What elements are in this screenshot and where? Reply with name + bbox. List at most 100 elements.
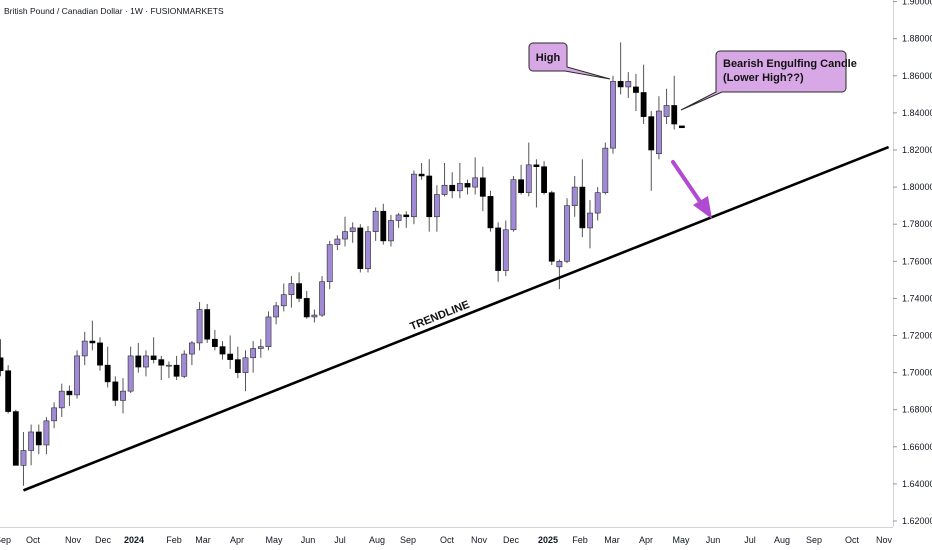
candle	[166, 361, 172, 379]
time-tick-label: Oct	[845, 535, 860, 545]
candle-body-bull	[326, 244, 333, 283]
candle-body-bear	[303, 298, 310, 318]
time-tick-label: Nov	[876, 535, 893, 545]
candle	[380, 203, 387, 245]
time-tick-label: Sep	[806, 535, 822, 545]
time-tick-label: Nov	[471, 535, 488, 545]
candle-body-bull	[656, 110, 662, 155]
candle-body-bull	[127, 355, 134, 392]
price-tick-label: 1.68000	[902, 405, 932, 415]
candle	[372, 207, 379, 241]
candle-body-bear	[640, 92, 647, 117]
candle	[579, 159, 586, 238]
high-callout-text: High	[536, 52, 561, 64]
candle-body-bear	[227, 353, 234, 360]
candle	[456, 162, 463, 199]
time-tick-label: Apr	[639, 535, 653, 545]
candle	[250, 341, 257, 373]
candle-body-bull	[20, 450, 27, 466]
candle-body-bear	[5, 370, 12, 412]
time-tick-label: 2025	[538, 535, 558, 545]
candle	[564, 198, 570, 264]
candle-body-bear	[219, 346, 226, 355]
bearish-callout-text-line: Bearish Engulfing Candle	[723, 58, 857, 70]
bearish-callout-text-line: (Lower High??)	[723, 72, 804, 84]
candle-body-bear	[380, 210, 387, 242]
candles	[0, 42, 685, 486]
candle	[640, 64, 647, 125]
high-callout[interactable]: High	[528, 42, 611, 80]
candle-body-bear	[66, 390, 73, 396]
candle	[678, 125, 685, 129]
candle	[502, 220, 509, 277]
candle-body-bull	[594, 192, 601, 214]
price-tick-label: 1.82000	[902, 145, 932, 155]
candle-body-bear	[633, 86, 639, 93]
trendline[interactable]	[22, 145, 890, 492]
candle	[426, 159, 433, 232]
candle-body-bear	[234, 359, 241, 373]
candle-body-bull	[81, 340, 88, 357]
price-tick-label: 1.72000	[902, 331, 932, 341]
candle	[51, 402, 57, 429]
candle	[602, 142, 609, 195]
candle-body-bull	[663, 105, 670, 117]
candle-body-bear	[579, 186, 586, 229]
arrow-shaft	[671, 160, 703, 205]
candle	[326, 240, 333, 290]
candle	[479, 166, 486, 212]
candle	[303, 290, 310, 319]
candle-body-bull	[625, 81, 632, 88]
annotations: High Bearish Engulfing Candle (Lower High?…	[528, 42, 857, 219]
candle-body-bull	[571, 186, 578, 206]
candle-body-bear	[678, 125, 685, 129]
candle-body-bull	[143, 355, 149, 368]
bearish-engulfing-callout[interactable]: Bearish Engulfing Candle (Lower High??)	[680, 50, 857, 111]
candle-body-bear	[548, 192, 555, 262]
candle-body-bull	[311, 314, 318, 318]
candle-body-bull	[319, 281, 325, 316]
candle	[449, 172, 456, 199]
candle	[112, 376, 119, 406]
candle	[587, 200, 593, 249]
candle	[556, 259, 563, 290]
time-tick-label: 2024	[124, 535, 144, 545]
candle	[495, 222, 502, 282]
candle	[671, 75, 678, 130]
candle	[418, 162, 425, 180]
candle-body-bull	[602, 147, 609, 193]
chart-title: British Pound / Canadian Dollar · 1W · F…	[4, 6, 224, 16]
price-axis[interactable]: 1.62000 1.64000 1.66000 1.68000 1.70000 1.720…	[893, 0, 932, 526]
candle	[334, 235, 341, 251]
candle-body-bull	[58, 390, 65, 409]
price-tick-label: 1.76000	[902, 256, 932, 266]
candle	[81, 331, 88, 366]
candle	[365, 226, 371, 273]
candle-body-bull	[166, 364, 172, 367]
price-tick-label: 1.88000	[902, 34, 932, 44]
candle-body-bear	[403, 214, 410, 218]
candle-body-bear	[495, 227, 502, 271]
candle	[227, 335, 234, 369]
candle	[633, 73, 639, 112]
price-tick-label: 1.80000	[902, 182, 932, 192]
candle-body-bear	[211, 338, 218, 347]
price-tick-label: 1.66000	[902, 442, 932, 452]
time-tick-label: Aug	[369, 535, 385, 545]
candle	[219, 341, 226, 360]
candle	[388, 214, 394, 247]
candle-body-bull	[342, 231, 348, 240]
candle-body-bear	[518, 179, 525, 193]
candle-body-bear	[0, 357, 4, 372]
candle	[617, 42, 624, 95]
candle-body-bear	[35, 431, 42, 446]
time-tick-label: Jul	[744, 535, 756, 545]
price-tick-label: 1.78000	[902, 219, 932, 229]
candle-body-bear	[97, 342, 103, 366]
candle-body-bear	[112, 381, 119, 401]
time-axis[interactable]: Sep Oct Nov Dec 2024 Feb Mar Apr May Jun Jul Aug Sep…	[0, 535, 892, 545]
candle	[541, 161, 547, 195]
candle-body-bull	[472, 177, 479, 188]
candle-body-bull	[395, 214, 402, 221]
